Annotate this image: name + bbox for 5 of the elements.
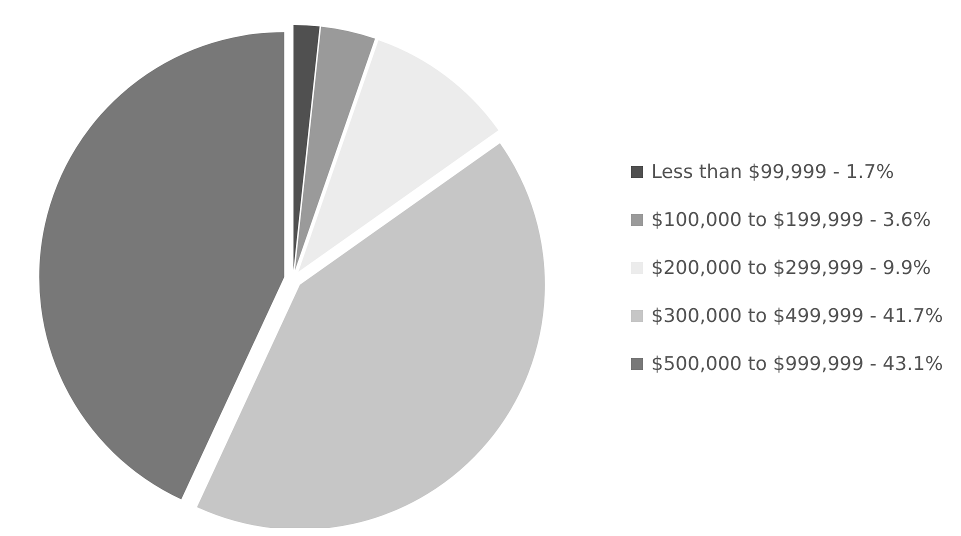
legend-label: Less than $99,999 - 1.7% bbox=[651, 161, 894, 183]
legend-label: $100,000 to $199,999 - 3.6% bbox=[651, 209, 931, 231]
legend-label: $500,000 to $999,999 - 43.1% bbox=[651, 353, 943, 375]
legend-label: $300,000 to $499,999 - 41.7% bbox=[651, 305, 943, 327]
legend-label: $200,000 to $299,999 - 9.9% bbox=[651, 257, 931, 279]
